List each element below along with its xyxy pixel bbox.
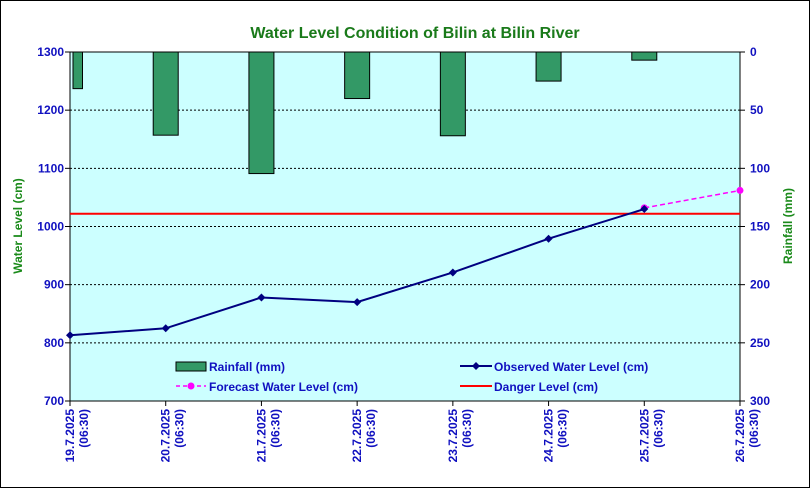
legend-swatch-rainfall — [175, 361, 207, 372]
y-tick-label: 1100 — [38, 161, 64, 175]
x-tick-label: 26.7.2025 (06:30) — [733, 409, 761, 463]
y2-tick-label: 250 — [750, 336, 770, 350]
x-tick-time: (06:30) — [364, 409, 378, 448]
rainfall-bar — [344, 51, 371, 100]
observed-point — [66, 331, 74, 340]
x-tick-date: 26.7.2025 — [733, 409, 747, 463]
y-tick-label: 800 — [44, 336, 64, 350]
x-tick-date: 20.7.2025 — [159, 409, 173, 463]
rainfall-bars — [72, 51, 658, 175]
rainfall-bar — [152, 51, 179, 136]
x-tick-time: (06:30) — [651, 409, 665, 448]
forecast-point — [736, 186, 744, 194]
x-tick-label: 19.7.2025 (06:30) — [63, 409, 91, 463]
y2-tick-label: 150 — [750, 220, 770, 234]
x-tick-label: 21.7.2025 (06:30) — [254, 409, 282, 463]
y-tick-label: 900 — [44, 278, 64, 292]
rainfall-bar — [248, 51, 275, 175]
observed-point — [448, 268, 457, 277]
x-tick-label: 22.7.2025 (06:30) — [350, 409, 378, 463]
observed-point — [640, 205, 649, 214]
y-axis-title: Water Level (cm) — [11, 178, 25, 274]
y-tick-label: 1000 — [37, 220, 64, 234]
y-tick-label: 1300 — [37, 45, 64, 59]
legend-label: Observed Water Level (cm) — [494, 360, 648, 374]
y2-tick-label: 200 — [750, 278, 770, 292]
observed-point — [544, 234, 553, 243]
x-tick-time: (06:30) — [556, 409, 570, 448]
x-tick-time: (06:30) — [77, 409, 91, 448]
y-tick-label: 1200 — [37, 103, 64, 117]
legend-marker-observed — [472, 362, 480, 370]
y2-tick-label: 300 — [750, 394, 770, 408]
observed-point — [353, 298, 362, 307]
legend-label: Danger Level (cm) — [494, 380, 598, 394]
rainfall-bar — [631, 51, 658, 61]
x-tick-label: 25.7.2025 (06:30) — [637, 409, 665, 463]
observed-point — [257, 293, 266, 302]
x-tick-label: 20.7.2025 (06:30) — [159, 409, 187, 463]
x-tick-date: 25.7.2025 — [637, 409, 651, 463]
legend: Rainfall (mm) Observed Water Level (cm) Fo… — [175, 360, 648, 394]
y2-tick-label: 50 — [750, 103, 764, 117]
x-tick-label: 24.7.2025 (06:30) — [542, 409, 570, 463]
rainfall-bar — [535, 51, 562, 82]
legend-marker-forecast — [187, 382, 195, 390]
observed-point — [161, 324, 170, 333]
x-tick-date: 19.7.2025 — [63, 409, 77, 463]
y2-axis-title: Rainfall (mm) — [781, 188, 795, 264]
legend-label: Rainfall (mm) — [209, 360, 285, 374]
rainfall-bar — [72, 51, 83, 90]
x-tick-time: (06:30) — [173, 409, 187, 448]
legend-label: Forecast Water Level (cm) — [209, 380, 358, 394]
x-tick-time: (06:30) — [747, 409, 761, 448]
forecast-line — [644, 189, 741, 209]
rainfall-bar — [439, 51, 466, 137]
axes-layer: 700 800 900 1000 1100 1200 1300 0 50 100 150 200 250… — [37, 45, 770, 462]
chart-title: Water Level Condition of Bilin at Bilin … — [250, 25, 579, 42]
x-tick-label: 23.7.2025 (06:30) — [446, 409, 474, 463]
x-tick-date: 21.7.2025 — [254, 409, 268, 463]
x-tick-date: 22.7.2025 — [350, 409, 364, 463]
x-tick-time: (06:30) — [268, 409, 282, 448]
y-tick-label: 700 — [44, 394, 64, 408]
y2-tick-label: 0 — [750, 45, 757, 59]
y2-tick-label: 100 — [750, 161, 770, 175]
plot-area — [69, 51, 741, 402]
x-tick-date: 23.7.2025 — [446, 409, 460, 463]
water-level-lines — [66, 186, 744, 340]
x-tick-time: (06:30) — [460, 409, 474, 448]
x-tick-date: 24.7.2025 — [542, 409, 556, 463]
